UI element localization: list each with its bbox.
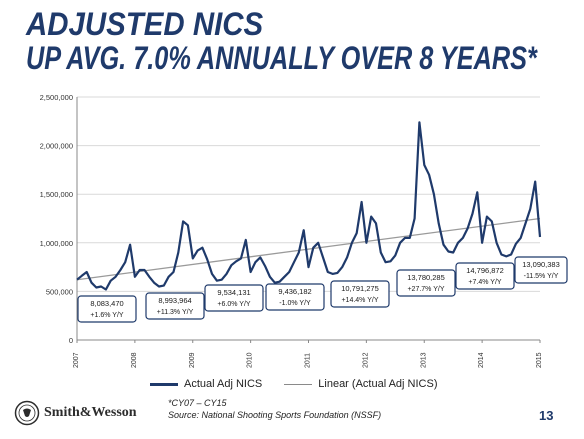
callout-value: 8,083,470: [90, 299, 123, 308]
nics-line-chart: 0 500,000 1,000,000 1,500,000 2,000,000 2,500…: [40, 93, 568, 368]
x-tick-label: 2008: [131, 352, 138, 368]
x-tick-label: 2007: [73, 352, 80, 368]
y-tick-label: 1,500,000: [40, 190, 73, 199]
callout-box: [330, 280, 390, 308]
company-logo: Smith&Wesson: [14, 400, 137, 426]
y-tick-label: 500,000: [46, 287, 73, 296]
callout-box: [145, 292, 205, 320]
x-tick-label: 2012: [362, 352, 369, 368]
y-tick-label: 2,500,000: [40, 93, 73, 102]
legend-swatch-actual: [150, 382, 178, 386]
callout-change: +14.4% Y/Y: [341, 297, 378, 304]
y-tick-label: 1,000,000: [40, 239, 73, 248]
callout-change: +27.7% Y/Y: [407, 286, 444, 293]
callout-change: +1.6% Y/Y: [90, 312, 123, 319]
callout-change: +11.3% Y/Y: [157, 309, 194, 316]
x-tick-label: 2014: [478, 352, 485, 368]
callout-value: 13,090,383: [522, 260, 560, 269]
callout-box: [455, 262, 515, 290]
source-note: Source: National Shooting Sports Foundat…: [168, 410, 382, 420]
title-line-2: UP AVG. 7.0% ANNUALLY OVER 8 YEARS*: [26, 40, 537, 76]
legend-item-actual: Actual Adj NICS: [150, 378, 262, 390]
callout-box: [396, 269, 456, 297]
chart-legend: Actual Adj NICS Linear (Actual Adj NICS): [150, 378, 459, 390]
x-tick-label: 2010: [247, 352, 254, 368]
logo-text: Smith&Wesson: [44, 405, 137, 420]
x-tick-label: 2011: [305, 353, 312, 368]
callout-value: 9,534,131: [217, 288, 250, 297]
callout-box: [265, 283, 325, 311]
legend-label-actual: Actual Adj NICS: [184, 378, 263, 390]
legend-swatch-linear: [284, 383, 313, 385]
callout-box: [204, 284, 264, 312]
callout-box: [77, 295, 137, 323]
x-tick-label: 2009: [189, 352, 196, 368]
callout-value: 14,796,872: [466, 266, 504, 275]
callout-value: 13,780,285: [407, 273, 445, 282]
sw-emblem-icon: [14, 400, 40, 426]
series-line-actual: [76, 121, 542, 291]
page-number: 13: [539, 408, 554, 423]
callout-value: 10,791,275: [341, 284, 379, 293]
x-tick-label: 2013: [420, 352, 427, 368]
y-tick-label: 0: [69, 336, 73, 345]
y-tick-label: 2,000,000: [40, 142, 73, 151]
trend-line: [76, 217, 541, 281]
title-line-1: ADJUSTED NICS: [26, 6, 264, 42]
callout-value: 8,993,964: [158, 296, 191, 305]
legend-item-linear: Linear (Actual Adj NICS): [284, 378, 437, 390]
callout-change: +7.4% Y/Y: [468, 279, 501, 286]
legend-label-linear: Linear (Actual Adj NICS): [318, 378, 438, 390]
callout-value: 9,436,182: [278, 287, 311, 296]
callout-change: -1.0% Y/Y: [279, 300, 311, 307]
callout-box: [514, 256, 568, 284]
callout-change: +6.0% Y/Y: [217, 301, 250, 308]
x-tick-label: 2015: [536, 352, 543, 368]
footnote: *CY07 – CY15: [168, 398, 227, 408]
callout-change: -11.5% Y/Y: [524, 273, 559, 280]
